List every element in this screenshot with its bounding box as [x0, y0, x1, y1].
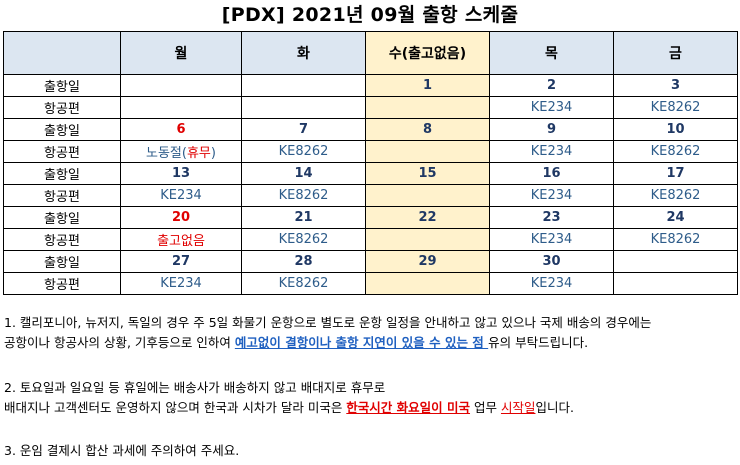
header-wed: 수(출고없음)	[365, 31, 490, 75]
flight-cell-fri: KE8262	[613, 140, 738, 163]
table-row: 항공편 KE234 KE8262	[3, 96, 738, 119]
table-row: 항공편 KE234 KE8262 KE234	[3, 272, 738, 295]
flight-cell-thu: KE234	[489, 184, 614, 207]
date-cell-fri: 3	[613, 74, 738, 97]
note-1-line-2: 공항이나 항공사의 상황, 기후등으로 인하여 예고없이 결항이나 출항 지연이…	[4, 333, 738, 353]
date-cell-thu: 2	[489, 74, 614, 97]
flight-cell-thu: KE234	[489, 272, 614, 295]
note-1-highlight: 예고없이 결항이나 출항 지연이 있을 수 있는 점	[234, 335, 489, 350]
flight-cell-tue: KE8262	[241, 228, 366, 251]
header-tue: 화	[241, 31, 366, 75]
date-cell-fri: 10	[613, 118, 738, 141]
date-cell-mon	[120, 74, 242, 97]
date-cell-mon: 13	[120, 162, 242, 185]
row-label-departure-date: 출항일	[3, 206, 121, 229]
row-label-flight: 항공편	[3, 96, 121, 119]
table-row: 출항일 6 7 8 9 10	[3, 118, 738, 141]
header-fri: 금	[613, 31, 738, 75]
flight-cell-mon: KE234	[120, 272, 242, 295]
holiday-paren: )	[210, 146, 216, 161]
table-row: 항공편 노동절(휴무) KE8262 KE234 KE8262	[3, 140, 738, 163]
row-label-flight: 항공편	[3, 140, 121, 163]
note-2-mid: 업무	[470, 400, 501, 415]
note-2-line-1: 2. 토요일과 일요일 등 휴일에는 배송사가 배송하지 않고 배대지로 휴무로	[4, 380, 386, 395]
date-cell-wed: 22	[365, 206, 490, 229]
note-2-text: 배대지나 고객센터도 운영하지 않으며 한국과 시차가 달라 미국은	[4, 400, 347, 415]
date-cell-mon: 20	[120, 206, 242, 229]
flight-cell-tue: KE8262	[241, 272, 366, 295]
flight-cell-wed	[365, 228, 490, 251]
note-1: 1. 캘리포니아, 뉴저지, 독일의 경우 주 5일 화물기 운항으로 별도로 …	[4, 313, 738, 353]
row-label-flight: 항공편	[3, 272, 121, 295]
date-cell-thu: 16	[489, 162, 614, 185]
note-2-line-2: 배대지나 고객센터도 운영하지 않으며 한국과 시차가 달라 미국은 한국시간 …	[4, 398, 738, 418]
date-cell-mon: 6	[120, 118, 242, 141]
date-cell-thu: 23	[489, 206, 614, 229]
note-2-start-day: 시작일	[500, 400, 536, 415]
date-cell-wed: 15	[365, 162, 490, 185]
row-label-departure-date: 출항일	[3, 162, 121, 185]
date-cell-tue: 14	[241, 162, 366, 185]
table-row: 항공편 출고없음 KE8262 KE234 KE8262	[3, 228, 738, 251]
table-row: 항공편 KE234 KE8262 KE234 KE8262	[3, 184, 738, 207]
row-label-departure-date: 출항일	[3, 250, 121, 273]
header-row: 월 화 수(출고없음) 목 금	[3, 31, 738, 75]
flight-cell-wed	[365, 272, 490, 295]
note-2-highlight: 한국시간 화요일이 미국	[346, 400, 471, 415]
date-cell-mon: 27	[120, 250, 242, 273]
flight-cell-fri: KE8262	[613, 96, 738, 119]
holiday-cell: 노동절(휴무)	[120, 140, 242, 163]
date-cell-wed: 8	[365, 118, 490, 141]
flight-cell-wed	[365, 184, 490, 207]
flight-cell-mon: KE234	[120, 184, 242, 207]
note-1-line-1: 1. 캘리포니아, 뉴저지, 독일의 경우 주 5일 화물기 운항으로 별도로 …	[4, 315, 652, 330]
note-1-text: 공항이나 항공사의 상황, 기후등으로 인하여	[4, 335, 235, 350]
date-cell-fri: 17	[613, 162, 738, 185]
flight-cell-wed	[365, 96, 490, 119]
flight-cell-mon	[120, 96, 242, 119]
date-cell-wed: 1	[365, 74, 490, 97]
flight-cell-fri: KE8262	[613, 184, 738, 207]
table-row: 출항일 27 28 29 30	[3, 250, 738, 273]
date-cell-thu: 9	[489, 118, 614, 141]
table-row: 출항일 13 14 15 16 17	[3, 162, 738, 185]
flight-cell-thu: KE234	[489, 228, 614, 251]
holiday-closed-label: 휴무	[186, 146, 211, 161]
flight-cell-tue: KE8262	[241, 140, 366, 163]
flight-cell-tue	[241, 96, 366, 119]
header-mon: 월	[120, 31, 242, 75]
note-1-tail: 유의 부탁드립니다.	[488, 335, 589, 350]
date-cell-fri	[613, 250, 738, 273]
holiday-name: 노동절(	[146, 146, 187, 161]
flight-cell-wed	[365, 140, 490, 163]
flight-cell-thu: KE234	[489, 140, 614, 163]
row-label-departure-date: 출항일	[3, 118, 121, 141]
row-label-flight: 항공편	[3, 228, 121, 251]
flight-cell-mon: 출고없음	[120, 228, 242, 251]
date-cell-tue: 7	[241, 118, 366, 141]
note-2: 2. 토요일과 일요일 등 휴일에는 배송사가 배송하지 않고 배대지로 휴무로…	[4, 378, 738, 418]
table-row: 출항일 20 21 22 23 24	[3, 206, 738, 229]
date-cell-tue: 28	[241, 250, 366, 273]
flight-cell-fri: KE8262	[613, 228, 738, 251]
note-3: 3. 운임 결제시 합산 과세에 주의하여 주세요.	[4, 443, 240, 458]
page-title: [PDX] 2021년 09월 출항 스케줄	[221, 4, 519, 26]
note-2-tail: 입니다.	[535, 400, 574, 415]
table-row: 출항일 1 2 3	[3, 74, 738, 97]
flight-cell-fri	[613, 272, 738, 295]
date-cell-thu: 30	[489, 250, 614, 273]
flight-cell-tue: KE8262	[241, 184, 366, 207]
date-cell-fri: 24	[613, 206, 738, 229]
date-cell-tue	[241, 74, 366, 97]
header-thu: 목	[489, 31, 614, 75]
row-label-departure-date: 출항일	[3, 74, 121, 97]
header-corner	[3, 31, 121, 75]
row-label-flight: 항공편	[3, 184, 121, 207]
schedule-table: 월 화 수(출고없음) 목 금 출항일 1 2 3 항공편 KE234 KE8262 출항일 6…	[3, 31, 738, 295]
flight-cell-thu: KE234	[489, 96, 614, 119]
date-cell-wed: 29	[365, 250, 490, 273]
date-cell-tue: 21	[241, 206, 366, 229]
